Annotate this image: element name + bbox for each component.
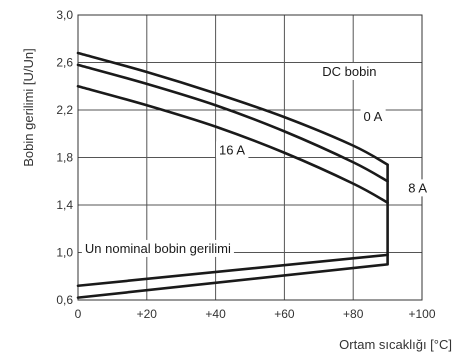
x-tick-label: +80 (343, 307, 364, 321)
x-axis-title: Ortam sıcaklığı [°C] (339, 337, 452, 352)
x-tick-label: +100 (408, 307, 435, 321)
x-tick-label: +60 (274, 307, 295, 321)
y-tick-label: 1,8 (56, 151, 73, 165)
annotation-group: Un nominal bobin gerilimi (81, 239, 234, 257)
y-tick-label: 3,0 (56, 8, 73, 22)
annotation-label: 16 A (219, 142, 245, 157)
y-tick-label: 1,4 (56, 198, 73, 212)
annotation-label: DC bobin (322, 64, 376, 79)
annotation-label: 0 A (364, 109, 383, 124)
annotation-label: Un nominal bobin gerilimi (85, 241, 231, 256)
annotation-group: 8 A (405, 179, 431, 197)
annotation-background (319, 63, 380, 80)
annotation-background (360, 108, 386, 126)
x-tick-label: +20 (137, 307, 158, 321)
series-line-4 (76, 263, 389, 299)
annotation-background (216, 141, 249, 159)
x-tick-label: +40 (205, 307, 226, 321)
series-line-2 (76, 84, 389, 204)
series-line-1 (76, 63, 389, 183)
y-axis-title: Bobin gerilimi [U/Un] (21, 48, 36, 167)
annotation-group: 16 A (216, 141, 249, 159)
plot-frame (77, 14, 423, 301)
annotation-group: DC bobin (319, 63, 380, 80)
annotation-background (405, 179, 431, 197)
y-tick-label: 2,2 (56, 103, 73, 117)
y-tick-label: 1,0 (56, 246, 73, 260)
series-layer (76, 51, 389, 299)
annotation-label: 8 A (408, 180, 427, 195)
series-line-3 (76, 253, 389, 288)
annotation-background (81, 239, 234, 257)
annotation-layer: DC bobin 0 A 8 A 16 A Un nominal bobin geril… (81, 63, 431, 257)
x-tick-labels: 0 +20 +40 +60 +80 +100 (75, 307, 436, 321)
x-tick-label: 0 (75, 307, 82, 321)
series-line-0 (76, 51, 389, 166)
annotation-group: 0 A (360, 108, 386, 126)
y-tick-label: 2,6 (56, 56, 73, 70)
y-tick-labels: 0,6 1,0 1,4 1,8 2,2 2,6 3,0 (56, 8, 73, 307)
y-tick-label: 0,6 (56, 293, 73, 307)
